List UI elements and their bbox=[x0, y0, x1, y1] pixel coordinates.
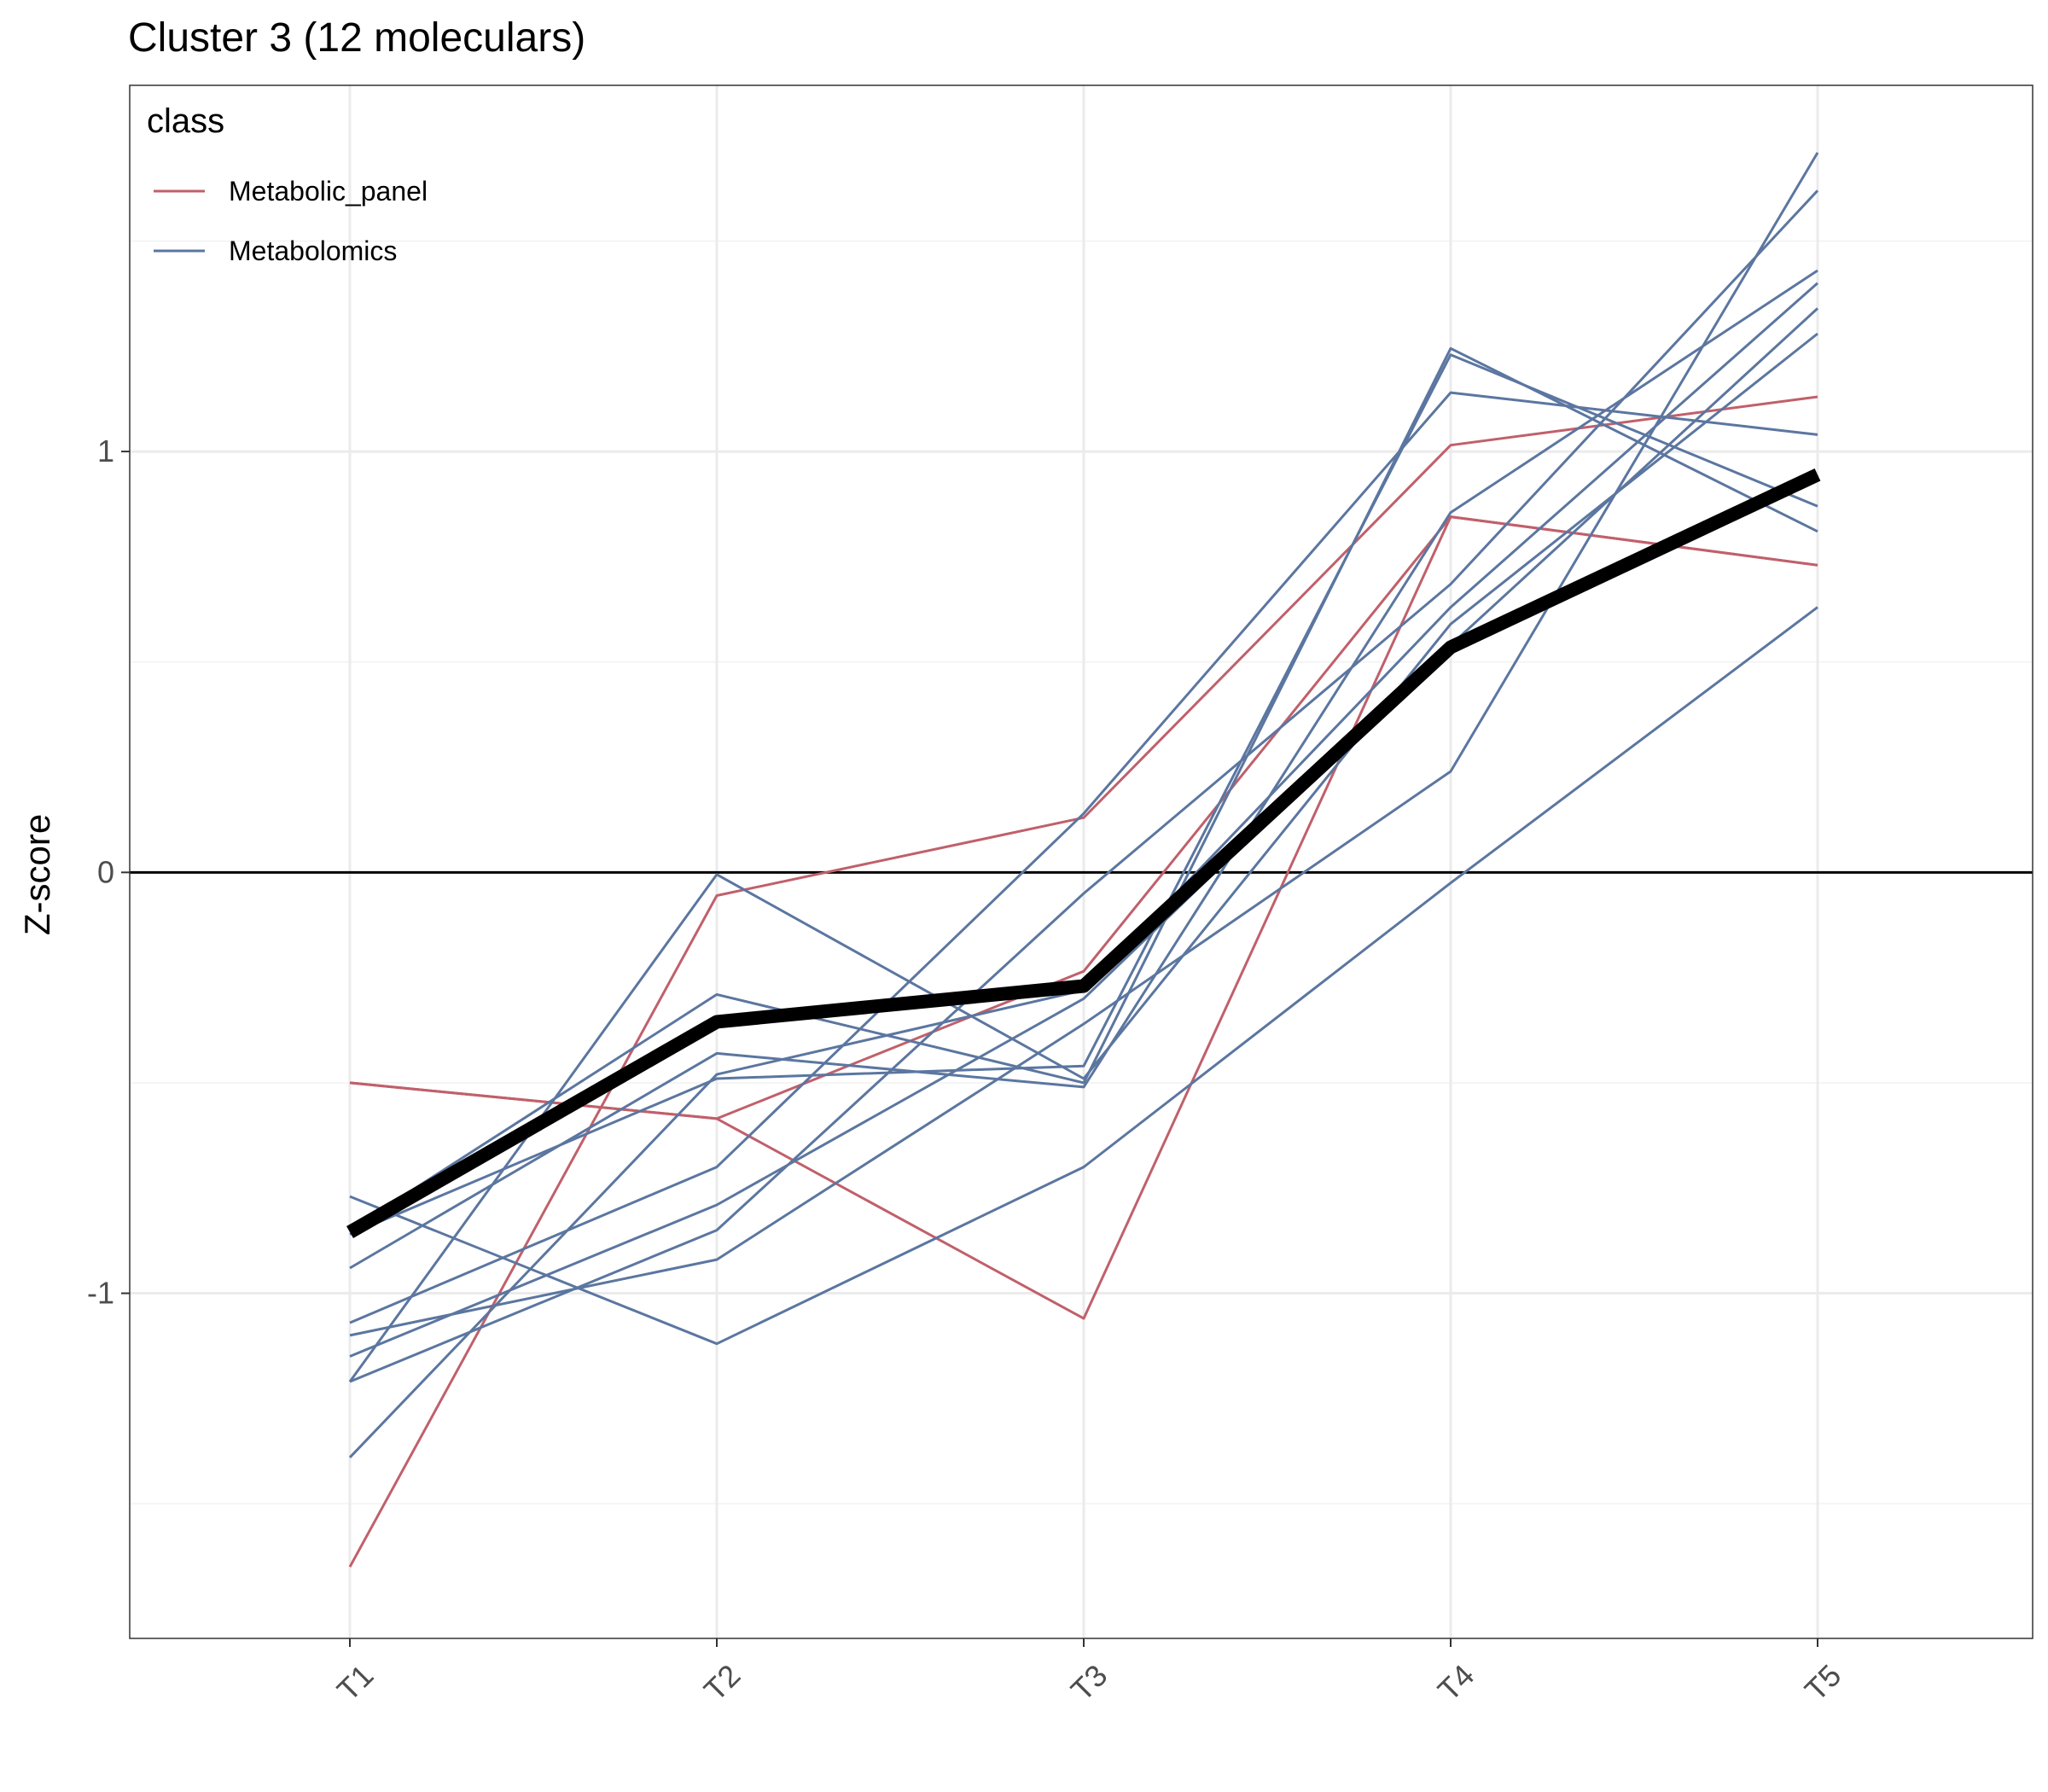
legend-title: class bbox=[147, 102, 224, 140]
plot-panel-border bbox=[129, 84, 2033, 1639]
series-line-11 bbox=[349, 189, 1819, 1383]
legend: class Metabolic_panel Metabolomics bbox=[147, 102, 428, 266]
series-line-5 bbox=[349, 353, 1818, 1236]
series-line-9 bbox=[349, 152, 1819, 1337]
mean-series-line bbox=[346, 468, 1821, 1238]
series-line-7 bbox=[349, 346, 1818, 1231]
y-axis: -1 0 1 bbox=[87, 433, 130, 1311]
y-tick-label: -1 bbox=[87, 1276, 114, 1311]
y-axis-label: Z-score bbox=[17, 814, 57, 935]
series-line-4 bbox=[349, 606, 1818, 1346]
series-line-8 bbox=[349, 391, 1818, 1324]
chart-title: Cluster 3 (12 moleculars) bbox=[128, 15, 585, 61]
y-tick-label: 1 bbox=[97, 433, 114, 468]
series-line-6 bbox=[349, 269, 1818, 1270]
series-line-2 bbox=[348, 395, 1818, 1568]
mean-line bbox=[346, 468, 1821, 1238]
grid bbox=[130, 85, 2033, 1638]
y-tick-label: 0 bbox=[97, 854, 114, 889]
series-line-10 bbox=[349, 307, 1819, 1358]
legend-label-metabolomics: Metabolomics bbox=[229, 236, 397, 266]
series-line-12 bbox=[348, 332, 1818, 1382]
legend-label-metabolic-panel: Metabolic_panel bbox=[229, 176, 428, 207]
